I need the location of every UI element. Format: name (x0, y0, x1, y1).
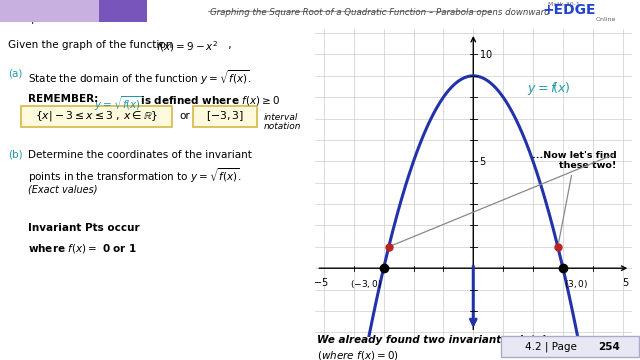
Text: where $f(x) = $ $\mathbf{0}$ or $\mathbf{1}$: where $f(x) = $ $\mathbf{0}$ or $\mathbf… (28, 242, 138, 255)
Text: Given the graph of the function: Given the graph of the function (8, 40, 175, 50)
Text: 4.25: 4.25 (108, 4, 138, 18)
FancyBboxPatch shape (21, 106, 172, 127)
Text: $5$: $5$ (479, 155, 486, 167)
Text: ...Now let's find
these two!: ...Now let's find these two! (532, 150, 617, 244)
Text: $10$: $10$ (479, 49, 492, 60)
Text: $[-3, 3]$: $[-3, 3]$ (206, 109, 244, 123)
Text: $y = \sqrt{f(x)}$: $y = \sqrt{f(x)}$ (93, 94, 143, 113)
Text: $(3, 0)$: $(3, 0)$ (564, 278, 589, 290)
Text: $(where\ f(x) = 0)$: $(where\ f(x) = 0)$ (317, 348, 399, 360)
Text: points in the transformation to $y = \sqrt{f(x)}$.: points in the transformation to $y = \sq… (28, 167, 242, 185)
Text: Online: Online (596, 17, 616, 22)
Text: REMEMBER:: REMEMBER: (28, 94, 99, 104)
Text: or: or (179, 112, 190, 121)
Text: 254: 254 (598, 342, 620, 351)
Text: notation: notation (264, 122, 301, 131)
Text: (Exact values): (Exact values) (28, 184, 98, 194)
Text: Invariant Pts occur: Invariant Pts occur (28, 222, 140, 233)
Text: We already found two invariant points!: We already found two invariant points! (317, 335, 546, 345)
Text: interval: interval (264, 113, 298, 122)
Text: $-5$: $-5$ (313, 276, 329, 288)
Text: Class: Class (4, 5, 35, 15)
Text: 4.2 | Page: 4.2 | Page (525, 341, 580, 352)
Text: $5$: $5$ (622, 276, 629, 288)
Text: $y = f\!\left(x\right)$: $y = f\!\left(x\right)$ (527, 80, 571, 97)
Text: is defined where $f(x) \geq 0$: is defined where $f(x) \geq 0$ (137, 94, 280, 107)
Text: Math 30-1: Math 30-1 (548, 2, 580, 7)
Text: Determine the coordinates of the invariant: Determine the coordinates of the invaria… (28, 150, 252, 160)
Text: (a): (a) (8, 68, 22, 78)
Text: $\{x| -3 \leq x \leq 3\ ,\, x \in \mathbb{R}\}$: $\{x| -3 \leq x \leq 3\ ,\, x \in \mathb… (35, 109, 158, 123)
Text: $(-3, 0)$: $(-3, 0)$ (350, 278, 382, 290)
Text: Graphing the Square Root of a Quadratic Function – Parabola opens downward: Graphing the Square Root of a Quadratic … (210, 8, 550, 17)
FancyBboxPatch shape (193, 106, 257, 127)
Text: (b): (b) (8, 150, 22, 160)
Text: $f(x) = 9 - x^2$: $f(x) = 9 - x^2$ (156, 39, 218, 54)
Text: +EDGE: +EDGE (542, 3, 595, 17)
Text: Example: Example (4, 14, 46, 24)
Text: State the domain of the function $y = \sqrt{f(x)}$.: State the domain of the function $y = \s… (28, 68, 252, 87)
FancyBboxPatch shape (500, 336, 639, 357)
Text: ,: , (225, 40, 232, 50)
